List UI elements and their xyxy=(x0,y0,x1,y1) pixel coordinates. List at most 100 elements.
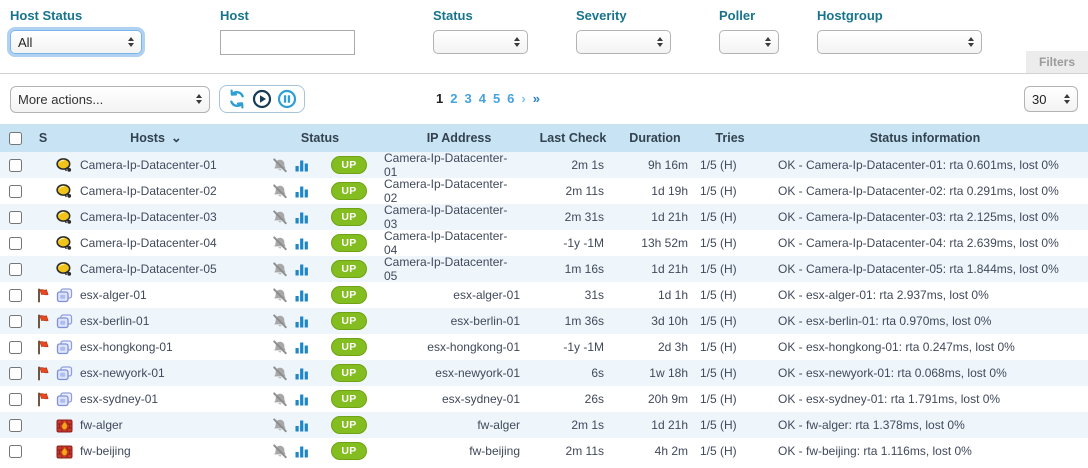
status-cell: UP xyxy=(314,412,384,438)
page-link-6[interactable]: 6 xyxy=(507,91,515,106)
poller-select[interactable] xyxy=(719,30,779,54)
severity-label: Severity xyxy=(576,8,627,23)
table-row: fw-alger UP fw-alger 2m 1s 1d 21h 1/5 (H) OK -… xyxy=(0,412,1088,438)
chart-icon[interactable] xyxy=(295,340,309,354)
select-all-checkbox[interactable] xyxy=(8,131,22,145)
host-name-link[interactable]: fw-beijing xyxy=(80,444,131,458)
host-cell: fw-beijing xyxy=(56,438,256,464)
chart-icon[interactable] xyxy=(295,314,309,328)
last-check-cell: 2m 11s xyxy=(565,444,604,458)
row-checkbox[interactable] xyxy=(8,444,22,458)
host-name-link[interactable]: esx-hongkong-01 xyxy=(80,340,173,354)
host-indicator-icons xyxy=(256,282,314,308)
host-indicator-icons xyxy=(256,334,314,360)
chart-icon[interactable] xyxy=(295,366,309,380)
row-checkbox[interactable] xyxy=(8,366,22,380)
host-name-link[interactable]: esx-berlin-01 xyxy=(80,314,150,328)
severity-cell xyxy=(30,282,56,308)
table-row: esx-hongkong-01 UP esx-hongkong-01 -1y -1M 2… xyxy=(0,334,1088,360)
host-name-link[interactable]: esx-sydney-01 xyxy=(80,392,159,406)
chart-icon[interactable] xyxy=(295,444,309,458)
host-name-link[interactable]: Camera-Ip-Datacenter-02 xyxy=(80,184,217,198)
status-information-cell: OK - esx-sydney-01: rta 1.791ms, lost 0% xyxy=(778,392,1001,406)
row-checkbox[interactable] xyxy=(8,210,22,224)
host-status-select[interactable]: All xyxy=(10,30,142,54)
row-checkbox[interactable] xyxy=(8,288,22,302)
column-last-check[interactable]: Last Check xyxy=(539,131,607,145)
row-checkbox[interactable] xyxy=(8,158,22,172)
select-arrows-icon xyxy=(1064,94,1070,104)
more-actions-select[interactable]: More actions... xyxy=(10,85,210,113)
row-checkbox[interactable] xyxy=(8,184,22,198)
row-checkbox[interactable] xyxy=(8,236,22,250)
table-row: Camera-Ip-Datacenter-05 UP Camera-Ip-Datac… xyxy=(0,255,1088,283)
host-name-link[interactable]: fw-alger xyxy=(80,418,123,432)
severity-select[interactable] xyxy=(576,30,671,54)
firewall-host-icon xyxy=(56,418,73,433)
refresh-icon[interactable] xyxy=(227,89,247,109)
duration-cell: 1w 18h xyxy=(649,366,688,380)
ip-address-cell: Camera-Ip-Datacenter-02 xyxy=(384,177,508,205)
page-link-5[interactable]: 5 xyxy=(492,91,501,106)
page-next-icon[interactable]: › xyxy=(521,91,526,106)
severity-cell xyxy=(30,230,56,256)
column-severity[interactable]: S xyxy=(38,131,48,145)
column-hosts[interactable]: Hosts ⌄ xyxy=(56,124,256,152)
host-input[interactable] xyxy=(220,30,355,55)
host-indicator-icons xyxy=(256,204,314,230)
host-name-link[interactable]: esx-newyork-01 xyxy=(80,366,165,380)
hostgroup-select[interactable] xyxy=(817,30,982,54)
row-checkbox-cell xyxy=(0,412,30,438)
host-indicator-icons xyxy=(256,256,314,282)
page-link-4[interactable]: 4 xyxy=(478,91,486,106)
play-icon[interactable] xyxy=(252,89,272,109)
sort-chevron-down-icon[interactable]: ⌄ xyxy=(170,130,182,145)
table-header: S Hosts ⌄ Status IP Address Last Check D… xyxy=(0,124,1088,152)
column-tries[interactable]: Tries xyxy=(715,131,745,145)
status-badge: UP xyxy=(331,364,367,382)
host-cell: esx-berlin-01 xyxy=(56,308,256,334)
column-duration[interactable]: Duration xyxy=(629,131,681,145)
status-badge: UP xyxy=(331,208,367,226)
chart-icon[interactable] xyxy=(295,236,309,250)
page-last-icon[interactable]: » xyxy=(532,91,540,106)
chart-icon[interactable] xyxy=(295,184,309,198)
row-checkbox[interactable] xyxy=(8,262,22,276)
column-status-information[interactable]: Status information xyxy=(869,131,981,145)
host-name-link[interactable]: esx-alger-01 xyxy=(80,288,147,302)
filters-tab[interactable]: Filters xyxy=(1025,51,1088,73)
row-checkbox-cell xyxy=(0,308,30,334)
status-cell: UP xyxy=(314,438,384,464)
status-label: Status xyxy=(433,8,473,23)
host-name-link[interactable]: Camera-Ip-Datacenter-03 xyxy=(80,210,217,224)
host-name-link[interactable]: Camera-Ip-Datacenter-04 xyxy=(80,236,217,250)
host-label: Host xyxy=(220,8,249,23)
pause-icon[interactable] xyxy=(277,89,297,109)
row-checkbox-cell xyxy=(0,334,30,360)
row-checkbox[interactable] xyxy=(8,392,22,406)
column-ip-address[interactable]: IP Address xyxy=(426,131,492,145)
severity-cell xyxy=(30,204,56,230)
page-size-value: 30 xyxy=(1032,91,1047,107)
chart-icon[interactable] xyxy=(295,158,309,172)
status-select[interactable] xyxy=(433,30,528,54)
page-link-2[interactable]: 2 xyxy=(450,91,458,106)
camera-icon xyxy=(56,209,73,225)
camera-icon xyxy=(56,261,73,277)
row-checkbox[interactable] xyxy=(8,418,22,432)
host-name-link[interactable]: Camera-Ip-Datacenter-01 xyxy=(80,158,217,172)
duration-cell: 9h 16m xyxy=(647,158,688,172)
tries-cell: 1/5 (H) xyxy=(700,184,737,198)
column-status[interactable]: Status xyxy=(300,131,340,145)
page-link-3[interactable]: 3 xyxy=(464,91,472,106)
host-indicator-icons xyxy=(256,308,314,334)
chart-icon[interactable] xyxy=(295,262,309,276)
page-size-select[interactable]: 30 xyxy=(1024,86,1078,112)
row-checkbox[interactable] xyxy=(8,314,22,328)
chart-icon[interactable] xyxy=(295,392,309,406)
chart-icon[interactable] xyxy=(295,418,309,432)
chart-icon[interactable] xyxy=(295,288,309,302)
host-name-link[interactable]: Camera-Ip-Datacenter-05 xyxy=(80,262,217,276)
chart-icon[interactable] xyxy=(295,210,309,224)
row-checkbox[interactable] xyxy=(8,340,22,354)
